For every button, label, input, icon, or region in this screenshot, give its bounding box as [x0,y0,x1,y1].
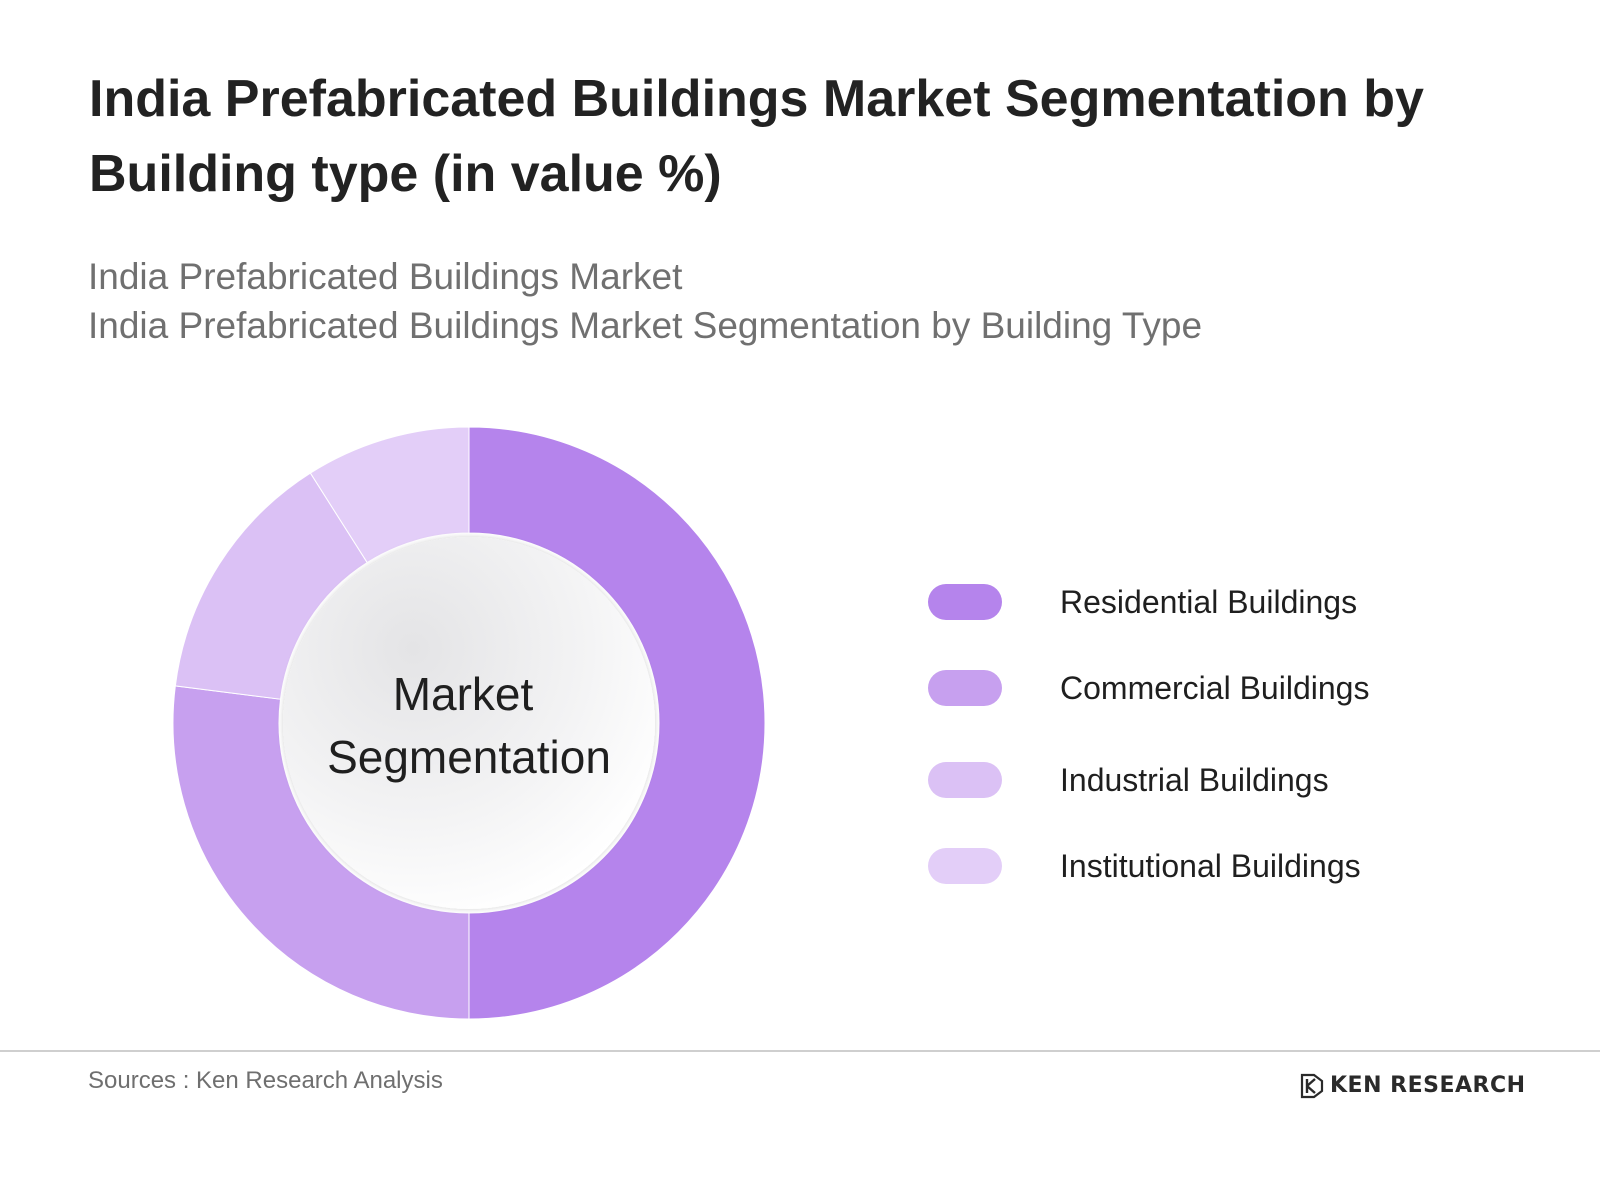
ken-research-logo: KEN RESEARCH [1300,1071,1525,1101]
legend-label: Commercial Buildings [1060,670,1370,706]
legend-item: Residential Buildings [928,582,1448,622]
legend-label: Industrial Buildings [1060,762,1329,798]
legend-swatch [928,762,1002,798]
legend-swatch [928,670,1002,706]
legend-label: Institutional Buildings [1060,848,1361,884]
legend-item: Commercial Buildings [928,668,1448,708]
chart-subtitle: India Prefabricated Buildings Market Ind… [88,252,1488,350]
slice-institutional-buildings [309,426,470,564]
chart-title: India Prefabricated Buildings Market Seg… [89,70,1424,203]
subtitle-line-2: India Prefabricated Buildings Market Seg… [88,305,1203,346]
slice-residential-buildings [468,426,766,1020]
logo-text: KEN RESEARCH [1330,1073,1526,1098]
legend-swatch [928,584,1002,620]
subtitle-line-1: India Prefabricated Buildings Market [88,256,683,297]
slice-commercial-buildings [172,685,470,1020]
center-label-line-2: Segmentation [327,731,611,783]
legend-item: Institutional Buildings [928,846,1448,886]
donut-slices [172,426,766,1020]
center-label-line-1: Market [393,668,534,720]
legend-item: Industrial Buildings [928,760,1448,800]
source-note: Sources : Ken Research Analysis [88,1067,443,1094]
legend-swatch [928,848,1002,884]
ken-research-logo-icon [1300,1073,1324,1099]
footer-divider [0,1050,1600,1052]
legend-label: Residential Buildings [1060,584,1358,620]
donut-center [283,537,655,909]
